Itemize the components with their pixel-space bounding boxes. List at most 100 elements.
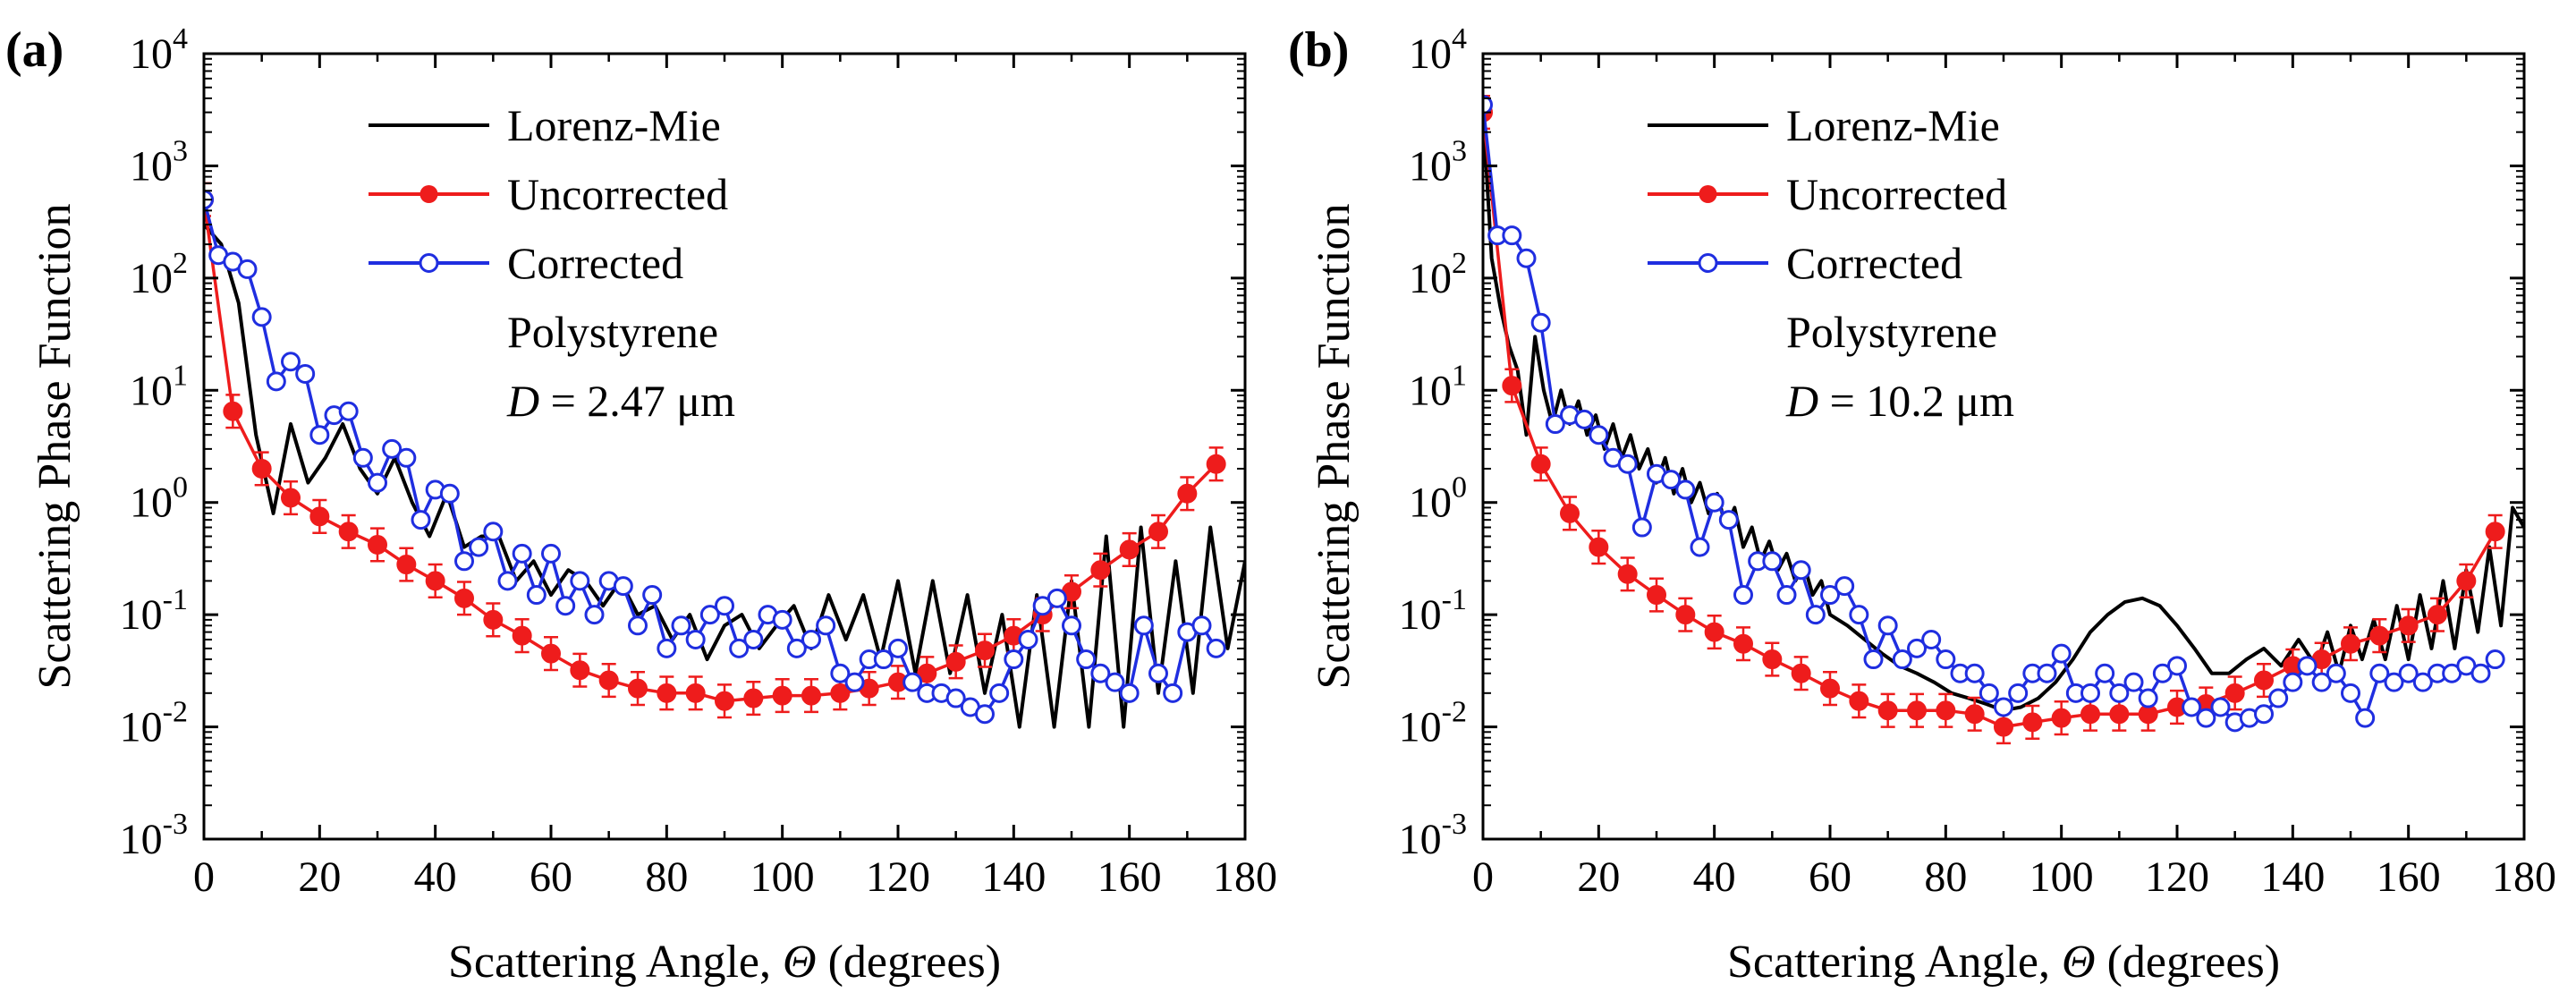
data-point-uncorrected bbox=[685, 683, 706, 703]
x-tick-label: 140 bbox=[2260, 853, 2325, 901]
legend-marker-corrected bbox=[419, 253, 439, 273]
data-point-uncorrected bbox=[1994, 717, 2013, 737]
data-point-corrected bbox=[1119, 683, 1140, 703]
y-tick-label: 103 bbox=[130, 134, 188, 190]
data-point-corrected bbox=[2412, 672, 2433, 692]
data-point-uncorrected bbox=[1936, 700, 1956, 721]
series-uncorrected bbox=[204, 182, 1226, 719]
data-point-corrected bbox=[628, 615, 648, 636]
data-point-uncorrected bbox=[425, 571, 445, 591]
data-point-uncorrected bbox=[1530, 454, 1551, 474]
data-point-corrected bbox=[1994, 697, 2013, 717]
legend-diameter: D = 10.2 μm bbox=[1785, 376, 2014, 426]
x-tick-label: 120 bbox=[866, 853, 930, 901]
data-point-corrected bbox=[715, 596, 734, 616]
data-point-corrected bbox=[2051, 643, 2072, 664]
y-tick-label: 10-2 bbox=[1399, 696, 1467, 751]
y-tick-label: 10-1 bbox=[1399, 583, 1467, 639]
data-point-uncorrected bbox=[1119, 539, 1140, 560]
x-axis-title: Scattering Angle, Θ (degrees) bbox=[448, 937, 1001, 988]
data-point-uncorrected bbox=[1589, 537, 1609, 557]
data-point-corrected bbox=[729, 638, 750, 658]
data-point-corrected bbox=[368, 472, 387, 493]
data-point-uncorrected bbox=[715, 691, 734, 711]
data-point-uncorrected bbox=[281, 488, 301, 508]
data-point-corrected bbox=[1936, 649, 1956, 670]
data-point-corrected bbox=[2182, 697, 2202, 717]
data-point-corrected bbox=[2283, 672, 2303, 692]
x-tick-label: 180 bbox=[1213, 853, 1277, 901]
x-tick-label: 100 bbox=[2029, 853, 2094, 901]
data-point-corrected bbox=[613, 576, 633, 597]
data-point-uncorrected bbox=[1762, 649, 1783, 670]
legend-sample-name: Polystyrene bbox=[1786, 307, 1997, 357]
data-point-uncorrected bbox=[2341, 633, 2360, 654]
data-point-corrected bbox=[439, 483, 460, 504]
data-point-uncorrected bbox=[1704, 622, 1724, 642]
x-tick-label: 160 bbox=[1097, 853, 1162, 901]
data-point-uncorrected bbox=[598, 670, 619, 691]
data-point-uncorrected bbox=[917, 663, 937, 683]
data-point-corrected bbox=[1018, 629, 1038, 649]
data-point-corrected bbox=[945, 688, 966, 708]
data-point-corrected bbox=[309, 425, 330, 445]
data-point-uncorrected bbox=[2080, 704, 2100, 725]
data-point-uncorrected bbox=[2224, 683, 2245, 703]
data-point-corrected bbox=[338, 401, 359, 421]
data-point-corrected bbox=[584, 605, 605, 625]
data-point-corrected bbox=[801, 629, 821, 649]
data-point-corrected bbox=[1820, 585, 1840, 606]
x-tick-label: 120 bbox=[2145, 853, 2209, 901]
panel-a: 0 20 40 60 80 100 120 140 160 180 10-3 10-2 10-1 100 1… bbox=[5, 22, 1277, 988]
data-point-corrected bbox=[2138, 688, 2158, 708]
data-point-uncorrected bbox=[1791, 663, 1811, 683]
data-point-corrected bbox=[2037, 663, 2057, 683]
legend-label-corrected: Corrected bbox=[1786, 238, 1962, 288]
data-point-corrected bbox=[411, 510, 431, 530]
data-point-corrected bbox=[989, 683, 1010, 703]
data-point-uncorrected bbox=[1733, 633, 1753, 654]
data-point-uncorrected bbox=[1647, 585, 1666, 606]
data-point-corrected bbox=[844, 672, 865, 692]
data-point-uncorrected bbox=[338, 522, 359, 542]
data-point-uncorrected bbox=[1148, 522, 1168, 542]
data-point-uncorrected bbox=[1877, 700, 1898, 721]
data-point-corrected bbox=[902, 672, 923, 692]
data-point-uncorrected bbox=[975, 640, 995, 661]
x-tick-label: 60 bbox=[1809, 853, 1852, 901]
data-point-uncorrected bbox=[1849, 691, 1869, 711]
data-point-uncorrected bbox=[512, 625, 532, 646]
data-point-corrected bbox=[2341, 683, 2360, 703]
data-point-corrected bbox=[642, 585, 663, 606]
y-tick-label: 104 bbox=[1409, 22, 1467, 78]
data-point-corrected bbox=[251, 307, 272, 327]
data-point-corrected bbox=[1704, 492, 1724, 513]
data-point-corrected bbox=[396, 447, 417, 468]
x-tick-label: 80 bbox=[1924, 853, 1967, 901]
data-point-corrected bbox=[1090, 663, 1111, 683]
data-point-corrected bbox=[816, 615, 836, 636]
data-point-uncorrected bbox=[1560, 503, 1580, 523]
data-point-corrected bbox=[743, 629, 764, 649]
data-point-corrected bbox=[1733, 585, 1753, 606]
data-point-corrected bbox=[1661, 470, 1682, 490]
data-point-corrected bbox=[685, 629, 706, 649]
data-point-uncorrected bbox=[1675, 605, 1696, 625]
panel-label: (b) bbox=[1288, 22, 1349, 78]
data-point-corrected bbox=[1921, 629, 1942, 649]
data-point-corrected bbox=[2123, 672, 2144, 692]
data-point-corrected bbox=[2008, 683, 2029, 703]
data-point-uncorrected bbox=[368, 534, 387, 555]
data-point-uncorrected bbox=[1206, 454, 1226, 474]
panel-label: (a) bbox=[5, 22, 64, 78]
data-point-corrected bbox=[1791, 560, 1811, 581]
data-point-corrected bbox=[1502, 225, 1522, 246]
data-point-uncorrected bbox=[483, 609, 504, 630]
data-point-corrected bbox=[1718, 510, 1739, 530]
data-point-corrected bbox=[1530, 312, 1551, 333]
data-point-corrected bbox=[526, 585, 547, 606]
data-point-corrected bbox=[483, 522, 504, 542]
data-point-corrected bbox=[830, 663, 851, 683]
data-point-uncorrected bbox=[1907, 700, 1927, 721]
x-tick-label: 140 bbox=[981, 853, 1046, 901]
